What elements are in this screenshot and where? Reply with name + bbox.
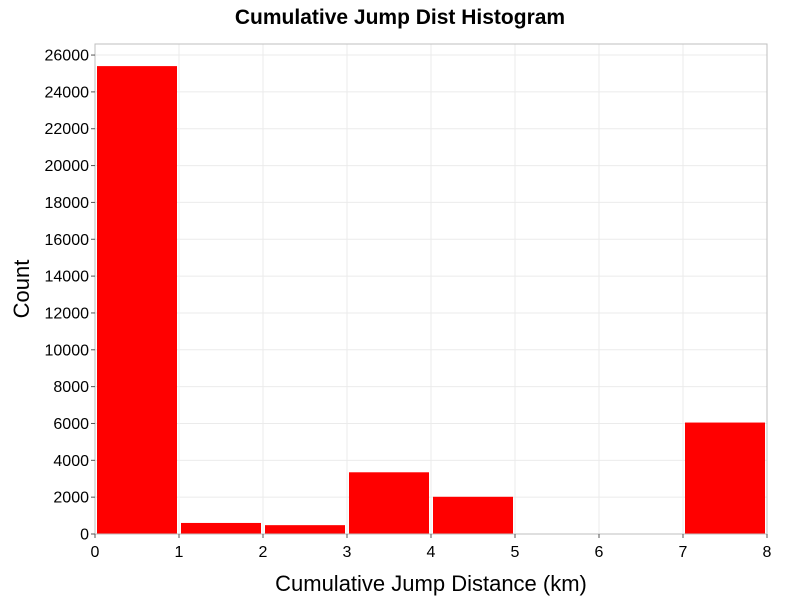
y-tick-label: 8000 bbox=[53, 379, 89, 396]
y-axis-label: Count bbox=[9, 260, 34, 319]
x-tick-label: 0 bbox=[91, 544, 100, 561]
x-tick-label: 8 bbox=[763, 544, 772, 561]
y-tick-label: 10000 bbox=[45, 342, 90, 359]
y-tick-label: 2000 bbox=[53, 490, 89, 507]
x-tick-label: 5 bbox=[511, 544, 520, 561]
y-tick-label: 14000 bbox=[45, 269, 90, 286]
y-tick-label: 22000 bbox=[45, 121, 90, 138]
x-axis-label: Cumulative Jump Distance (km) bbox=[275, 571, 587, 596]
y-tick-label: 6000 bbox=[53, 416, 89, 433]
histogram-bar bbox=[433, 496, 513, 534]
histogram-bar bbox=[265, 525, 345, 534]
histogram-bar bbox=[349, 472, 429, 534]
y-tick-label: 12000 bbox=[45, 305, 90, 322]
grid-lines bbox=[95, 44, 767, 534]
y-tick-label: 18000 bbox=[45, 195, 90, 212]
x-tick-label: 4 bbox=[427, 544, 436, 561]
x-tick-label: 7 bbox=[679, 544, 688, 561]
x-tick-label: 1 bbox=[175, 544, 184, 561]
histogram-bar bbox=[97, 66, 177, 535]
y-tick-label: 20000 bbox=[45, 158, 90, 175]
x-tick-label: 2 bbox=[259, 544, 268, 561]
x-tick-label: 6 bbox=[595, 544, 604, 561]
bars bbox=[97, 66, 765, 535]
y-axis-ticks: 0 2000 4000 6000 8000 10000 12000 14000 16000 180… bbox=[45, 48, 95, 544]
y-tick-label: 26000 bbox=[45, 48, 90, 65]
chart-title: Cumulative Jump Dist Histogram bbox=[235, 6, 565, 29]
histogram-bar bbox=[181, 522, 261, 534]
y-tick-label: 24000 bbox=[45, 84, 90, 101]
x-tick-label: 3 bbox=[343, 544, 352, 561]
y-tick-label: 4000 bbox=[53, 453, 89, 470]
x-axis-ticks: 0 1 2 3 4 5 6 7 8 bbox=[91, 534, 772, 561]
y-tick-label: 0 bbox=[80, 527, 89, 544]
y-tick-label: 16000 bbox=[45, 232, 90, 249]
histogram-bar bbox=[685, 422, 765, 534]
